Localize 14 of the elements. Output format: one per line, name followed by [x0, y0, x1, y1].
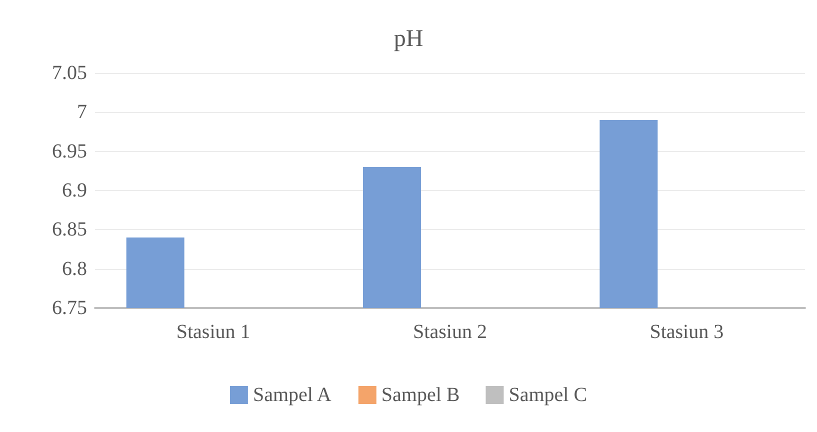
y-tick-label: 6.85 [52, 218, 87, 241]
y-tick-label: 6.95 [52, 140, 87, 162]
legend-label: Sampel A [252, 384, 332, 406]
y-tick-label: 6.8 [62, 258, 87, 280]
legend-label: Sampel B [381, 384, 460, 406]
y-tick-label: 6.9 [62, 180, 87, 202]
y-tick-label: 7 [77, 101, 87, 124]
chart-title: pH [394, 26, 424, 52]
x-tick-label: Stasiun 1 [176, 321, 250, 343]
legend-label: Sampel C [508, 384, 588, 406]
x-tick-label: Stasiun 2 [413, 321, 487, 343]
x-tick-label: Stasiun 3 [650, 321, 724, 343]
y-tick-label: 7.05 [52, 62, 87, 84]
y-tick-label: 6.75 [52, 297, 87, 319]
